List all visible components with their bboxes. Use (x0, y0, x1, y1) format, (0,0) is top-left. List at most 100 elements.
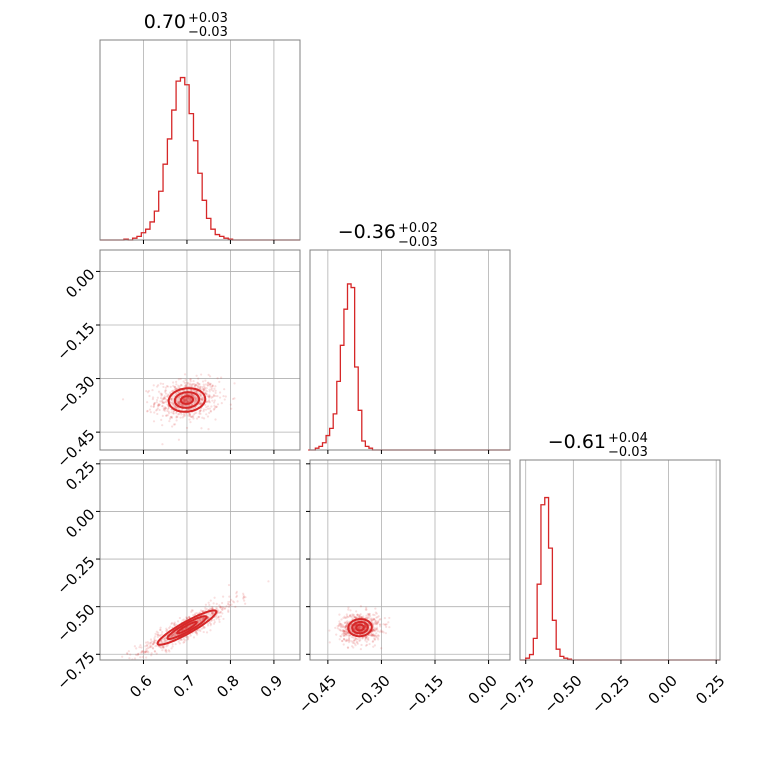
scatter-point (156, 633, 159, 636)
scatter-point (360, 615, 363, 618)
scatter-point (221, 608, 224, 611)
scatter-point (191, 414, 194, 418)
scatter-point (372, 618, 376, 621)
scatter-point (339, 622, 342, 625)
scatter-point (174, 406, 177, 409)
scatter-point (199, 387, 202, 390)
scatter-point (177, 413, 180, 416)
scatter-point (206, 405, 210, 408)
scatter-point (169, 385, 172, 388)
scatter-point (193, 384, 196, 388)
scatter-point (197, 377, 200, 380)
scatter-point (338, 623, 341, 626)
scatter-point (172, 423, 176, 426)
scatter-point (176, 620, 180, 623)
scatter-point (189, 388, 192, 392)
scatter-point (176, 401, 180, 405)
scatter-point (147, 642, 150, 645)
scatter-point (171, 633, 175, 637)
x-tick-label: −0.75 (493, 672, 538, 717)
scatter-point (133, 645, 136, 648)
scatter-point (171, 643, 174, 646)
scatter-point (346, 623, 349, 626)
scatter-point (212, 389, 215, 393)
scatter-point (352, 636, 355, 639)
scatter-point (171, 645, 174, 648)
scatter-point (211, 384, 214, 387)
scatter-point (227, 603, 230, 606)
scatter-point (211, 384, 214, 387)
scatter-point (208, 603, 211, 607)
scatter-point (358, 615, 361, 618)
scatter-point (139, 651, 142, 654)
scatter-point (128, 661, 130, 663)
scatter-point (213, 596, 216, 599)
scatter-point (203, 626, 206, 629)
scatter-point (201, 618, 204, 621)
scatter-point (216, 377, 219, 380)
scatter-point (243, 599, 246, 602)
x-tick-label: −0.15 (402, 672, 447, 717)
scatter-point (200, 610, 204, 613)
scatter-point (235, 592, 238, 595)
scatter-point (178, 403, 181, 406)
scatter-point (179, 377, 182, 381)
scatter-point (152, 384, 155, 387)
scatter-point (162, 407, 165, 410)
scatter-point (190, 384, 193, 387)
scatter-point (211, 605, 214, 609)
scatter-point (345, 624, 348, 627)
scatter-point (346, 646, 350, 649)
scatter-point (184, 635, 187, 639)
scatter-point (214, 385, 217, 388)
scatter-point (343, 638, 346, 641)
scatter-point (151, 643, 154, 646)
scatter-point (231, 397, 235, 401)
scatter-point (345, 631, 348, 634)
scatter-point (221, 612, 224, 615)
scatter-point (197, 629, 200, 632)
scatter-point (126, 652, 129, 655)
scatter-point (146, 409, 149, 413)
scatter-point (244, 602, 247, 605)
scatter-point (170, 398, 173, 401)
scatter-point (164, 389, 167, 392)
scatter-point (197, 619, 200, 622)
scatter-point (217, 615, 221, 618)
scatter-point (373, 628, 376, 631)
scatter-point (145, 656, 148, 659)
scatter-point (373, 617, 376, 621)
scatter-point (236, 600, 239, 603)
scatter-point (372, 617, 375, 620)
scatter-point (370, 619, 374, 622)
scatter-point (369, 618, 372, 621)
scatter-point (170, 397, 173, 400)
scatter-point (372, 633, 375, 636)
scatter-point (359, 639, 362, 642)
scatter-point (149, 641, 152, 645)
scatter-point (218, 618, 221, 621)
scatter-point (358, 615, 361, 618)
scatter-point (163, 396, 166, 399)
scatter-point (176, 387, 179, 390)
y-tick-label: 0.00 (62, 505, 98, 541)
panel-grid (100, 460, 300, 660)
scatter-point (347, 606, 350, 609)
scatter-point (195, 631, 198, 634)
scatter-point (222, 394, 225, 398)
scatter-point (370, 632, 373, 636)
scatter-point (146, 640, 149, 644)
scatter-point (217, 616, 220, 619)
scatter-point (344, 625, 347, 629)
scatter-point (151, 398, 154, 401)
scatter-point (226, 602, 230, 605)
scatter-point (189, 414, 192, 418)
scatter-point (192, 415, 195, 419)
scatter-point (207, 622, 210, 625)
scatter-point (359, 647, 362, 651)
scatter-point (203, 388, 206, 391)
scatter-point (377, 634, 380, 638)
x-tick-label: 0.7 (170, 672, 200, 702)
scatter-point (377, 638, 380, 641)
scatter-point (106, 668, 108, 670)
